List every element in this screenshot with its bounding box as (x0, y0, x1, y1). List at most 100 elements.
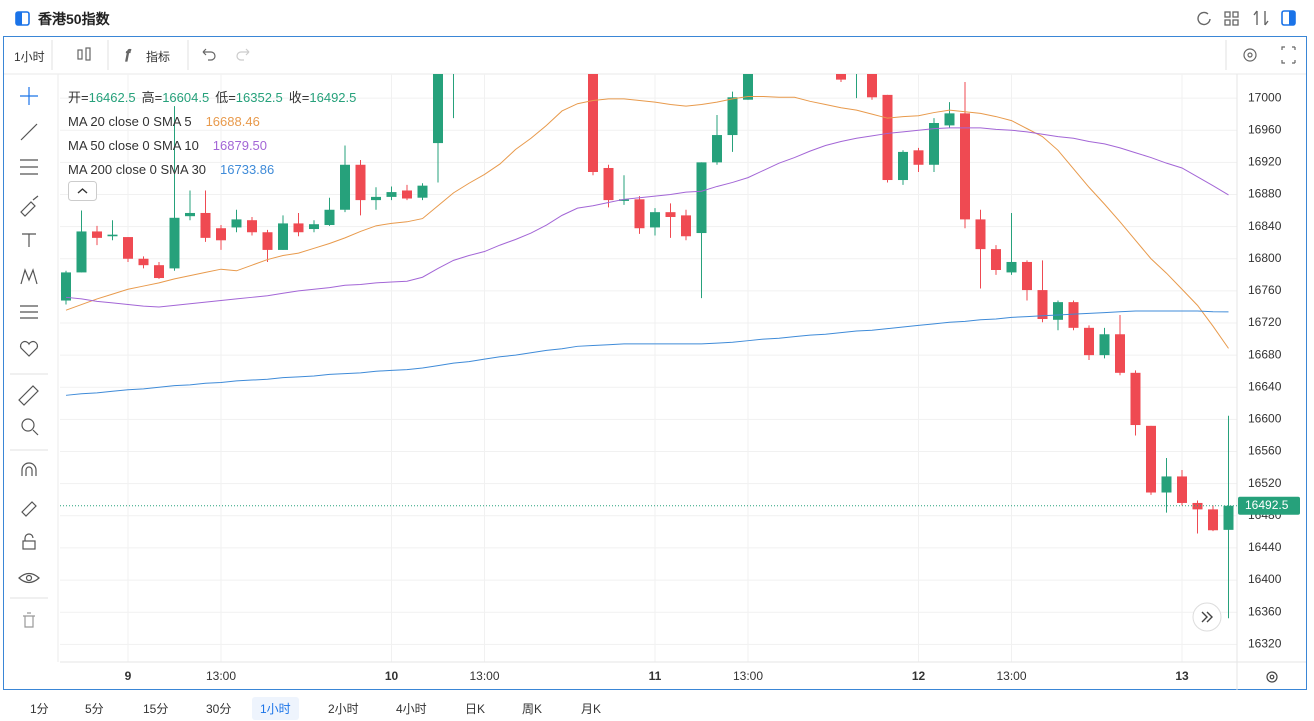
axis-settings[interactable] (1266, 671, 1278, 683)
timeframe-button[interactable]: 周K (522, 702, 543, 716)
ruler-tool[interactable] (18, 385, 39, 406)
timeframe-button[interactable]: 5分 (85, 702, 104, 716)
favorite-tool[interactable] (19, 340, 39, 357)
x-tick-label: 13 (1175, 669, 1189, 683)
toolbar-icons: ƒ (4, 40, 1306, 75)
candle-body (759, 50, 769, 62)
timeframe-button[interactable]: 15分 (143, 702, 169, 716)
candle-body (1161, 476, 1172, 493)
side-panel-icon-fill (1289, 11, 1295, 25)
timeframe-button[interactable]: 日K (465, 702, 486, 716)
candle-body (542, 2, 552, 14)
y-tick-label: 17000 (1248, 90, 1282, 104)
y-tick-label: 16880 (1248, 187, 1282, 201)
candle-body (836, 74, 846, 80)
candle-body (511, 10, 521, 26)
candle-body (449, 42, 459, 58)
ma-name: MA 20 close 0 SMA 5 (68, 114, 192, 129)
x-tick-label: 11 (649, 669, 662, 683)
candle-body (852, 50, 862, 74)
candle-body (247, 220, 257, 233)
ohlc-value: 16352.5 (235, 90, 283, 105)
candle-body (61, 272, 71, 301)
interval-button[interactable]: 1小时 (14, 50, 45, 64)
candle-body (154, 265, 164, 279)
candle-body (681, 215, 691, 237)
y-tick-label: 16440 (1248, 540, 1282, 554)
brush-tool[interactable] (20, 195, 39, 217)
undo-icon[interactable] (202, 48, 216, 61)
magnet-tool[interactable] (21, 462, 37, 476)
timeframe-button[interactable]: 月K (581, 702, 602, 716)
candle-body (1053, 302, 1063, 320)
candle-body (557, 14, 567, 26)
y-tick-label: 16680 (1248, 347, 1282, 361)
candle-body (200, 212, 211, 238)
candle-body (278, 223, 288, 250)
redo-icon[interactable] (236, 48, 250, 61)
candle-body (123, 237, 133, 259)
y-tick-label: 16960 (1248, 122, 1282, 136)
candle-type-icon[interactable] (77, 49, 83, 60)
pattern-tool[interactable] (20, 268, 38, 285)
candle-body (1130, 372, 1141, 426)
refresh-icon[interactable] (1197, 11, 1211, 26)
collapse-legend[interactable] (68, 181, 98, 201)
ma-line (65, 310, 1229, 396)
settings-icon[interactable] (1243, 48, 1257, 62)
candle-body (526, 2, 536, 10)
candle-body (1006, 261, 1017, 273)
candle-body (169, 217, 180, 269)
line-tool[interactable] (20, 123, 38, 141)
hide-tool[interactable] (18, 572, 40, 584)
candle-body (991, 249, 1001, 270)
candle-body (386, 192, 397, 197)
candle-body (340, 164, 350, 210)
timeframe-button[interactable]: 1小时 (252, 697, 299, 720)
candle-body (588, 74, 598, 172)
last-price-tag (1238, 496, 1300, 515)
channel-tool[interactable] (20, 159, 38, 175)
layout-icon[interactable] (1224, 11, 1239, 26)
candle-body (1177, 476, 1187, 503)
candle-body (216, 228, 226, 241)
lock-draw-tool[interactable] (21, 501, 37, 517)
ma-name: MA 50 close 0 SMA 10 (68, 138, 199, 153)
candle-body (882, 94, 893, 181)
ohlc-label: 低= (215, 90, 236, 105)
ma-value: 16688.46 (205, 114, 260, 129)
measure-tool[interactable] (20, 305, 38, 319)
candle-body (975, 219, 986, 250)
title: 香港50指数 (38, 11, 110, 27)
sort-icon[interactable] (1253, 10, 1269, 26)
candle-body (774, 38, 784, 50)
text-tool[interactable] (22, 233, 36, 247)
candle-body (696, 162, 707, 234)
lock-tool[interactable] (22, 533, 36, 550)
candle-body (944, 113, 955, 126)
timeframe-button[interactable]: 4小时 (396, 702, 427, 716)
x-tick-label: 13:00 (733, 669, 763, 683)
candle-body (573, 26, 583, 50)
ma-line (65, 127, 1229, 308)
candle-body (1037, 290, 1048, 319)
zoom-tool[interactable] (21, 418, 39, 436)
fullscreen-icon[interactable] (1281, 46, 1296, 64)
candle-body (480, 18, 490, 30)
timeframe-button[interactable]: 2小时 (328, 702, 359, 716)
candle-body (650, 212, 660, 228)
ma-name: MA 200 close 0 SMA 30 (68, 162, 207, 177)
timeframe-button[interactable]: 30分 (206, 702, 232, 716)
ma-value: 16733.86 (220, 162, 275, 177)
scroll-button[interactable] (1192, 602, 1222, 632)
indicator-button[interactable]: 指标 (146, 50, 171, 64)
delete-tool[interactable] (23, 612, 35, 628)
candle-body (464, 30, 474, 42)
crosshair-tool[interactable] (20, 87, 38, 105)
timeframe-button[interactable]: 1分 (30, 702, 49, 716)
drawing-tools (10, 74, 59, 662)
candle-body (231, 219, 242, 228)
candle-body (417, 185, 428, 198)
panel-icon-fill (16, 12, 22, 25)
